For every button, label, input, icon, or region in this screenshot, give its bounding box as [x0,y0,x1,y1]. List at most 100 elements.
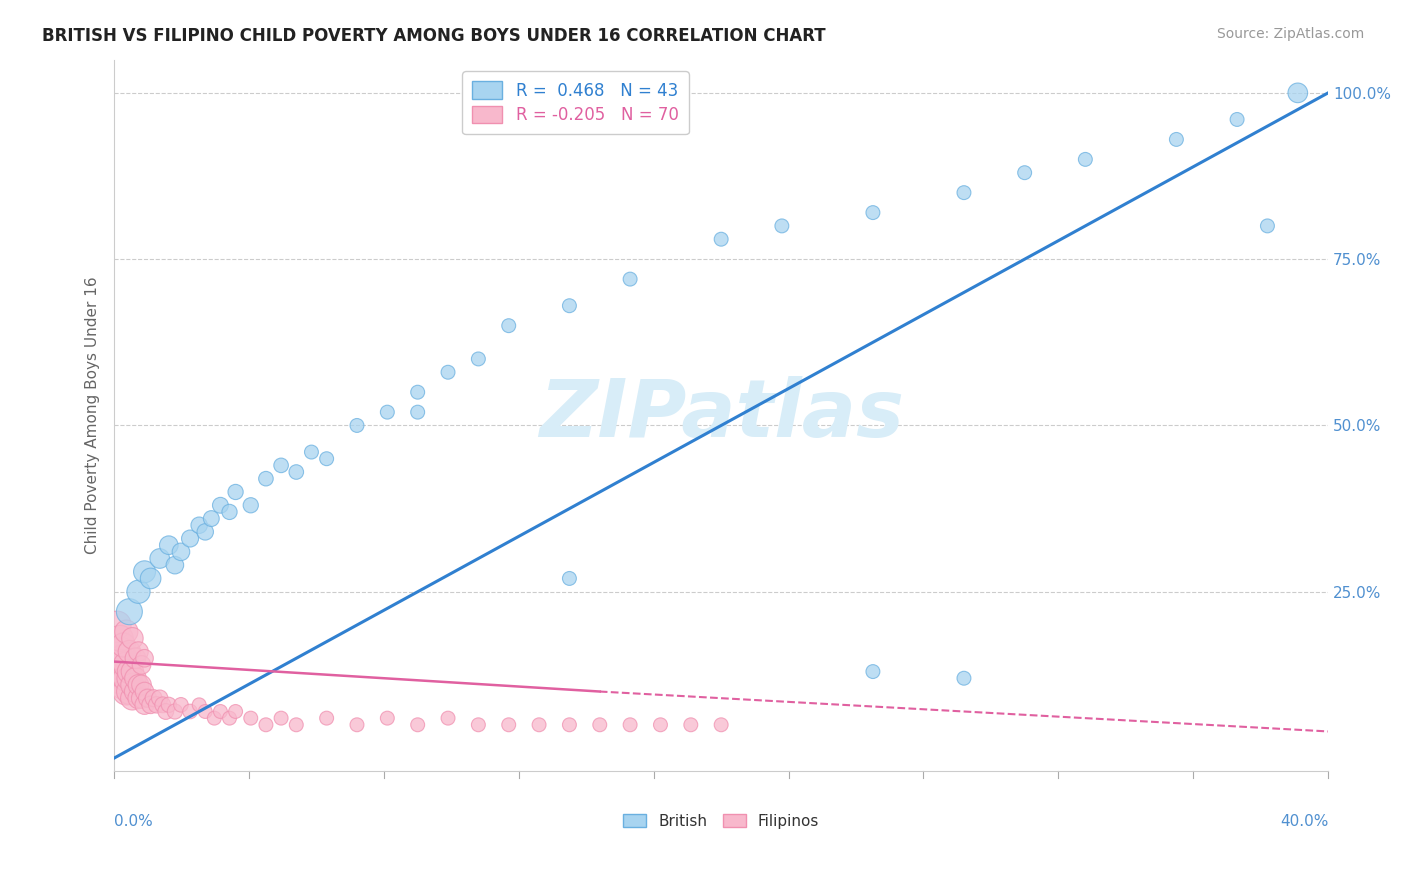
Point [225,705,247,719]
Point [115,671,138,685]
Point [127,678,149,692]
Point [134,698,156,712]
Point [110,671,132,685]
Text: Source: ZipAtlas.com: Source: ZipAtlas.com [1216,27,1364,41]
Point [131,678,153,692]
Point [136,691,159,706]
Point [131,691,153,706]
Point [346,418,368,433]
Point [1256,219,1278,233]
Point [194,705,217,719]
Point [142,691,165,706]
Point [112,651,135,665]
Point [285,465,308,479]
Point [498,718,520,732]
Point [375,405,398,419]
Point [112,678,135,692]
Point [118,671,141,685]
Point [188,698,211,712]
Text: ZIPatlas: ZIPatlas [538,376,904,455]
Point [202,711,225,725]
Point [157,538,180,552]
Point [527,718,550,732]
Point [170,545,193,559]
Point [139,698,162,712]
Point [498,318,520,333]
Point [124,684,146,698]
Point [467,351,489,366]
Point [209,498,232,512]
Point [110,657,132,672]
Point [315,451,337,466]
Point [124,671,146,685]
Point [437,711,460,725]
Point [139,571,162,585]
Point [163,705,186,719]
Point [188,518,211,533]
Point [301,445,323,459]
Legend: British, Filipinos: British, Filipinos [617,807,825,835]
Point [112,638,135,652]
Point [115,624,138,639]
Point [118,665,141,679]
Point [239,711,262,725]
Point [619,718,641,732]
Point [589,718,612,732]
Point [239,498,262,512]
Point [1286,86,1309,100]
Point [170,698,193,712]
Point [124,651,146,665]
Point [121,691,143,706]
Point [134,684,156,698]
Point [149,551,172,566]
Point [467,718,489,732]
Point [218,505,240,519]
Point [254,472,277,486]
Point [315,711,337,725]
Point [1074,153,1097,167]
Point [558,718,581,732]
Point [254,718,277,732]
Point [270,458,292,473]
Point [406,405,429,419]
Point [110,632,132,646]
Point [127,691,149,706]
Point [157,698,180,712]
Point [1226,112,1249,127]
Point [650,718,672,732]
Point [218,711,240,725]
Point [127,584,149,599]
Text: BRITISH VS FILIPINO CHILD POVERTY AMONG BOYS UNDER 16 CORRELATION CHART: BRITISH VS FILIPINO CHILD POVERTY AMONG … [42,27,825,45]
Point [110,645,132,659]
Point [1014,166,1036,180]
Point [163,558,186,573]
Point [121,665,143,679]
Point [115,657,138,672]
Point [225,485,247,500]
Text: 40.0%: 40.0% [1279,814,1329,829]
Point [558,571,581,585]
Point [679,718,702,732]
Point [152,698,174,712]
Text: 0.0%: 0.0% [114,814,153,829]
Point [145,698,167,712]
Point [112,665,135,679]
Point [437,365,460,379]
Point [149,691,172,706]
Point [375,711,398,725]
Point [1166,132,1188,146]
Point [118,684,141,698]
Point [134,565,156,579]
Point [953,186,976,200]
Point [115,684,138,698]
Point [121,632,143,646]
Point [200,511,222,525]
Point [121,678,143,692]
Point [770,219,793,233]
Point [558,299,581,313]
Point [131,657,153,672]
Point [105,651,128,665]
Point [270,711,292,725]
Y-axis label: Child Poverty Among Boys Under 16: Child Poverty Among Boys Under 16 [86,277,100,554]
Point [346,718,368,732]
